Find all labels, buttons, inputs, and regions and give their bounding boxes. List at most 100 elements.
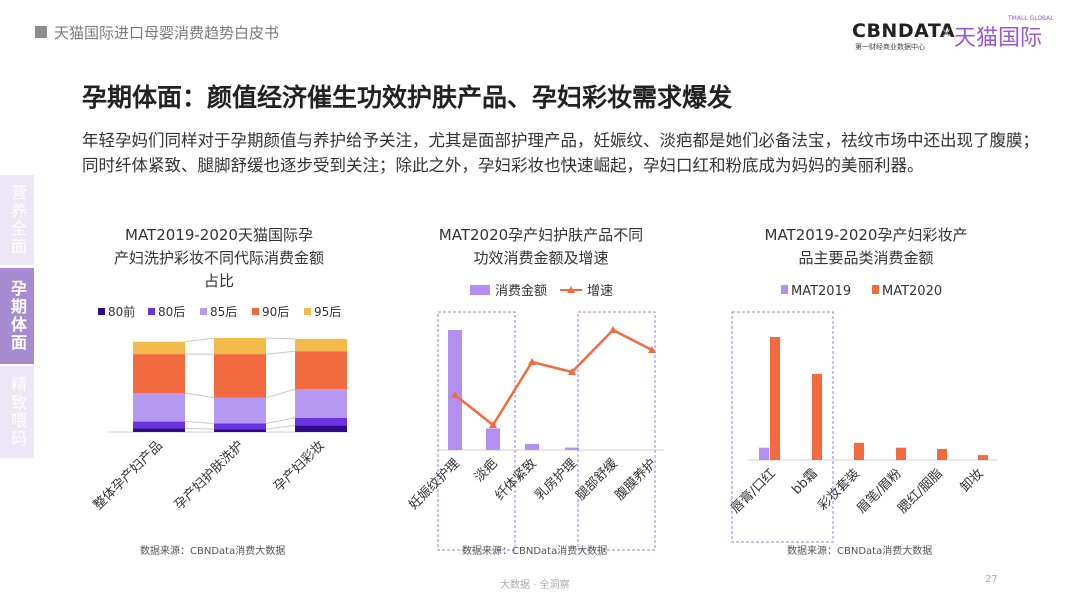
- cbndata-logo: CBNDATA: [852, 20, 956, 42]
- chart1-legend-swatch: [98, 308, 105, 315]
- chart3-source: 数据来源：CBNData消费大数据: [787, 546, 933, 557]
- chart1-bar-segment: [214, 337, 266, 355]
- chart2-legend-line-marker: [567, 286, 575, 293]
- chart2-highlight-box: [577, 311, 656, 551]
- chart1-bar-segment: [133, 354, 185, 394]
- chart3-bar-mat2020: [770, 337, 780, 460]
- chart1-connector-line: [184, 337, 215, 343]
- chart1-connector-line: [265, 424, 296, 430]
- chart1-bar-segment: [214, 423, 266, 430]
- chart2-x-tick-label: 腹膜养护: [612, 456, 660, 504]
- chart1-connector-line: [184, 427, 215, 430]
- chart2-highlight-box: [437, 311, 516, 551]
- chart1-bar-segment: [214, 429, 266, 432]
- page-number: 27: [985, 574, 998, 585]
- chart3-highlight-box: [731, 311, 834, 543]
- chart1-x-tick-label: 孕产妇彩妆: [271, 438, 328, 495]
- chart2-legend-bar-label: 消费金额: [495, 283, 547, 299]
- footer-slogan: 大数据 · 全洞察: [500, 580, 570, 591]
- chart2-title-line: 功效消费金额及增速: [473, 249, 609, 267]
- chart3-title: MAT2019-2020孕产妇彩妆产 品主要品类消费金额: [735, 224, 997, 270]
- chart3-title-line: MAT2019-2020孕产妇彩妆产: [764, 226, 968, 244]
- chart1-legend-swatch: [252, 308, 259, 315]
- chart2-bar: [525, 444, 539, 450]
- chart1-connector-line: [265, 350, 296, 355]
- chart1-title: MAT2019-2020天猫国际孕 产妇洗护彩妆不同代际消费金额 占比: [88, 224, 350, 293]
- chart1-source: 数据来源：CBNData消费大数据: [140, 546, 286, 557]
- tmall-global-logo-subtitle: TMALL GLOBAL: [1008, 15, 1054, 22]
- intro-paragraph: 年轻孕妈们同样对于孕期颜值与养护给予关注，尤其是面部护理产品，妊娠纹、淡疤都是她…: [82, 131, 1039, 175]
- chart2-x-tick-label: 淡疤: [472, 456, 501, 485]
- chart1-bar-segment: [133, 341, 185, 355]
- chart3-bar-mat2020: [812, 373, 822, 460]
- chart1-legend-label: 85后: [210, 305, 237, 319]
- sidebar-item-nutrition[interactable]: 营养全面: [0, 175, 34, 265]
- chart3-legend-swatch-2019: [781, 285, 788, 294]
- sidebar-item-pregnancy[interactable]: 孕期体面: [0, 268, 34, 364]
- chart1-title-line: 产妇洗护彩妆不同代际消费金额: [113, 249, 324, 267]
- page-title: 孕期体面：颜值经济催生功效护肤产品、孕妇彩妆需求爆发: [82, 83, 733, 112]
- chart1-connector-line: [265, 417, 296, 424]
- chart2-legend-bar-swatch: [470, 285, 490, 295]
- chart1-legend-swatch: [148, 308, 155, 315]
- chart1-title-line: 占比: [203, 272, 234, 290]
- chart1-bar-segment: [214, 397, 266, 424]
- chart2-growth-marker: [648, 346, 656, 353]
- chart1-legend-label: 95后: [314, 305, 341, 319]
- chart3-bar-mat2020: [896, 447, 906, 460]
- chart1-bar-segment: [133, 421, 185, 429]
- chart2-growth-marker: [451, 391, 459, 398]
- sidebar-item-feeding[interactable]: 精致喂码: [0, 366, 34, 458]
- logo-times-icon: ×: [941, 26, 952, 41]
- chart2-source: 数据来源：CBNData消费大数据: [462, 546, 608, 557]
- header-square-icon: [35, 26, 47, 38]
- chart2-growth-marker: [609, 326, 617, 333]
- chart1-bar-segment: [214, 354, 266, 398]
- chart3-legend-swatch-2020: [872, 285, 879, 294]
- chart2-title: MAT2020孕产妇护肤产品不同 功效消费金额及增速: [410, 224, 672, 270]
- chart2-legend-line-label: 增速: [587, 284, 613, 299]
- chart1-legend-label: 90后: [262, 305, 289, 319]
- chart1-bar-segment: [133, 393, 185, 422]
- chart2-x-tick-label: 纤体紧致: [492, 456, 539, 503]
- chart2-bar: [565, 447, 579, 450]
- chart1-bar-segment: [295, 425, 347, 432]
- chart2-growth-marker: [568, 368, 576, 375]
- document-title: 天猫国际进口母婴消费趋势白皮书: [54, 24, 280, 42]
- chart1-legend-swatch: [304, 308, 311, 315]
- chart1-legend-label: 80前: [108, 304, 135, 319]
- chart3-legend-label-2020: MAT2020: [882, 284, 942, 299]
- chart3-bar-mat2020: [854, 442, 864, 460]
- chart2-bar: [448, 330, 462, 450]
- chart1-bar-segment: [295, 338, 347, 352]
- chart3-x-tick-label: 唇膏/口红: [728, 466, 779, 517]
- chart1-connector-line: [184, 392, 215, 399]
- chart2-x-tick-label: 乳房护理: [532, 456, 580, 504]
- chart2-growth-marker: [489, 421, 497, 428]
- chart2-growth-marker: [528, 358, 536, 365]
- chart3-bar-mat2019: [759, 447, 769, 460]
- chart2-x-tick-label: 腿部舒缓: [573, 456, 620, 503]
- chart2-bar: [486, 428, 500, 450]
- chart3-bar-mat2020: [937, 448, 947, 460]
- cbndata-logo-subtitle: 第一财经商业数据中心: [855, 43, 925, 51]
- chart1-x-tick-label: 整体孕产妇产品: [90, 438, 166, 514]
- chart1-connector-line: [265, 388, 296, 399]
- chart1-title-line: MAT2019-2020天猫国际孕: [125, 226, 313, 244]
- chart1-bar-segment: [133, 428, 185, 432]
- tmall-global-logo: 天猫国际: [954, 26, 1043, 51]
- chart2-growth-line: [454, 328, 653, 427]
- chart1-bar-segment: [295, 417, 347, 426]
- chart3-x-tick-label: bb霜: [789, 466, 820, 497]
- chart2-x-tick-label: 妊娠纹护理: [406, 456, 463, 513]
- chart1-bar-segment: [295, 351, 347, 390]
- chart3-x-tick-label: 卸妆: [957, 466, 987, 496]
- chart1-legend-label: 80后: [158, 305, 185, 319]
- chart2-title-line: MAT2020孕产妇护肤产品不同: [438, 226, 644, 244]
- chart3-title-line: 品主要品类消费金额: [798, 249, 934, 267]
- chart1-bar-segment: [295, 389, 347, 418]
- chart1-x-tick-label: 孕产妇护肤洗护: [171, 438, 247, 514]
- chart3-x-tick-label: 腮红/胭脂: [895, 466, 946, 517]
- chart3-bar-mat2020: [978, 455, 988, 460]
